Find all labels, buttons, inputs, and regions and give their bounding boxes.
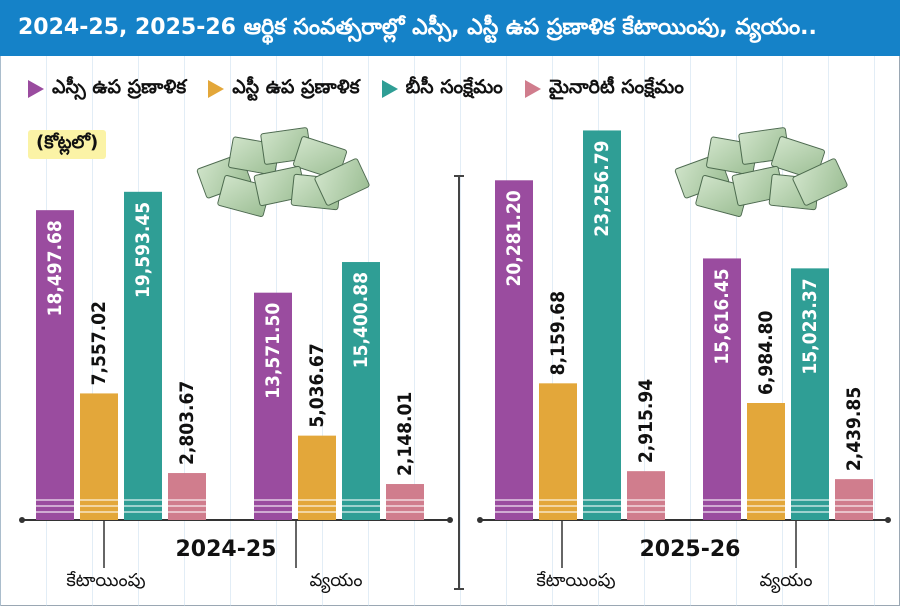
bar-value-label: 23,256.79 xyxy=(591,140,613,236)
bar xyxy=(386,484,424,520)
category-label: కేటాయింపు xyxy=(536,570,615,591)
bar-value-label: 5,036.67 xyxy=(306,343,328,427)
bar-value-label: 2,439.85 xyxy=(843,387,865,471)
legend-marker-bc xyxy=(381,80,398,98)
bar xyxy=(168,473,206,520)
year-label: 2025-26 xyxy=(640,537,741,562)
bar-value-label: 18,497.68 xyxy=(44,220,66,316)
axis-end-dot xyxy=(477,517,483,523)
category-label: కేటాయింపు xyxy=(66,570,145,591)
year-label: 2024-25 xyxy=(176,537,277,562)
legend-label-sc: ఎస్సీ ఉప ప్రణాళిక xyxy=(52,75,187,98)
legend-item-bc: బీసీ సంక్షేమం xyxy=(381,75,503,103)
bar-value-label: 20,281.20 xyxy=(503,190,525,286)
unit-label: (కోట్లలో) xyxy=(28,130,107,159)
chart-title: 2024-25, 2025-26 ఆర్థిక సంవత్సరాల్లో ఎస్… xyxy=(0,0,900,56)
legend-marker-sc xyxy=(28,80,44,98)
legend-item-sc: ఎస్సీ ఉప ప్రణాళిక xyxy=(28,76,186,103)
bar xyxy=(36,210,74,520)
bar xyxy=(254,292,292,520)
bar-value-label: 15,023.37 xyxy=(799,278,821,374)
category-label: వ్యయం xyxy=(309,570,362,593)
bar xyxy=(495,180,533,520)
axis-end-dot xyxy=(19,517,25,523)
legend-marker-st xyxy=(208,80,225,98)
bar-value-label: 2,803.67 xyxy=(176,381,198,465)
bar-value-label: 13,571.50 xyxy=(262,303,284,399)
bar xyxy=(539,383,577,520)
bar xyxy=(703,258,741,520)
legend-marker-minority xyxy=(524,80,541,98)
bar xyxy=(342,262,380,520)
bar-value-label: 8,159.68 xyxy=(547,291,569,375)
axis-end-dot xyxy=(447,517,453,523)
bar-value-label: 2,915.94 xyxy=(635,379,657,463)
category-label: వ్యయం xyxy=(759,570,812,593)
bar-value-label: 7,557.02 xyxy=(88,301,110,385)
legend: ఎస్సీ ఉప ప్రణాళిక ఎస్టీ ఉప ప్రణాళిక బీసీ… xyxy=(28,72,706,106)
bar xyxy=(80,393,118,520)
legend-label-minority: మైనారిటీ సంక్షేమం xyxy=(548,75,684,98)
bar xyxy=(583,130,621,520)
axis-end-dot xyxy=(885,517,891,523)
bar-value-label: 15,400.88 xyxy=(350,272,372,368)
bar-value-label: 15,616.45 xyxy=(711,268,733,364)
legend-item-minority: మైనారిటీ సంక్షేమం xyxy=(524,75,684,103)
bar-value-label: 6,984.80 xyxy=(755,311,777,395)
legend-label-st: ఎస్టీ ఉప ప్రణాళిక xyxy=(232,75,360,98)
bar xyxy=(747,403,785,520)
bar xyxy=(124,191,162,521)
bar xyxy=(627,471,665,520)
legend-item-st: ఎస్టీ ఉప ప్రణాళిక xyxy=(208,75,360,103)
bar xyxy=(298,435,336,520)
bar xyxy=(791,268,829,520)
year-divider xyxy=(454,175,464,590)
bar-value-label: 2,148.01 xyxy=(394,392,416,476)
bar-value-label: 19,593.45 xyxy=(132,202,154,298)
legend-label-bc: బీసీ సంక్షేమం xyxy=(405,75,503,98)
